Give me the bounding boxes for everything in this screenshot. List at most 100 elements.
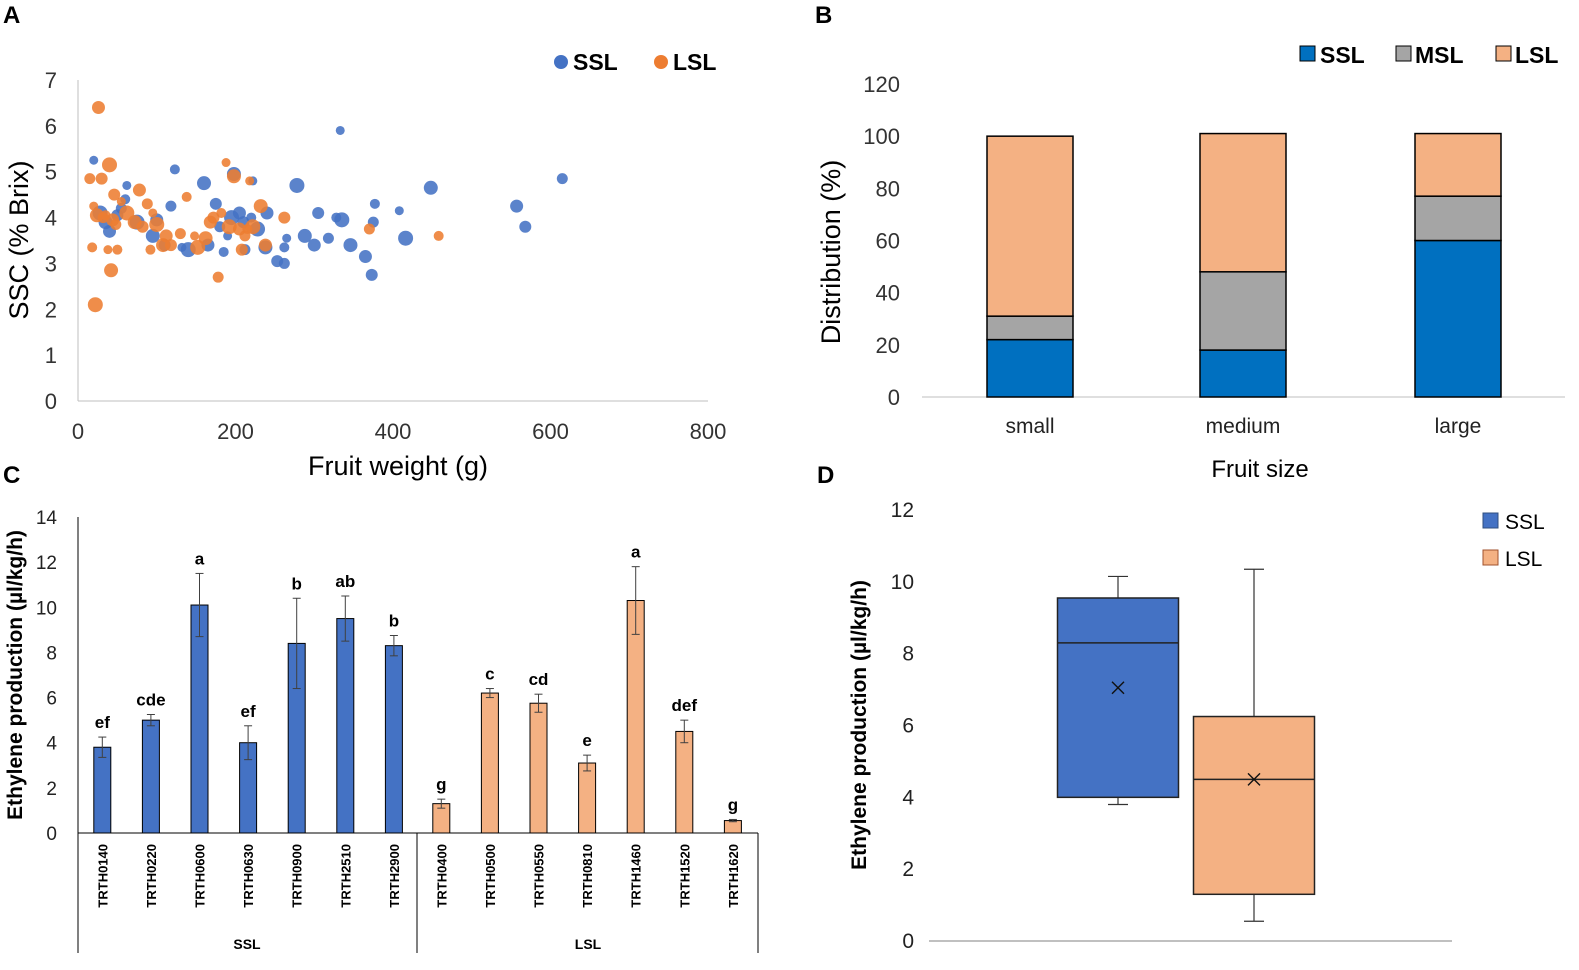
b-bar-medium-ssl bbox=[1199, 349, 1287, 398]
b-legend-msl-swatch bbox=[1395, 45, 1412, 62]
c-y-tick-label: 6 bbox=[46, 689, 57, 710]
a-point-lsl bbox=[91, 101, 105, 115]
a-point-ssl bbox=[145, 228, 160, 243]
a-point-lsl bbox=[363, 223, 375, 235]
c-y-ticks: 0 2 4 6 8 10 12 14 bbox=[36, 508, 58, 845]
c-sig-letter: b bbox=[292, 574, 302, 593]
d-mean-marker-ssl bbox=[1111, 681, 1125, 695]
a-point-lsl bbox=[103, 245, 113, 255]
c-bar-trth1460 bbox=[626, 600, 645, 834]
panel-b: 0 20 40 60 80 100 120 small medium large Fruit s… bbox=[816, 42, 1565, 483]
c-sig-letter: b bbox=[389, 612, 399, 631]
a-x-tick-label: 400 bbox=[375, 419, 412, 444]
a-point-lsl bbox=[149, 216, 165, 232]
a-legend-ssl-label: SSL bbox=[573, 49, 618, 75]
a-x-tick-label: 600 bbox=[532, 419, 569, 444]
b-bars bbox=[986, 132, 1502, 398]
a-point-ssl bbox=[394, 206, 404, 216]
b-bar-medium-lsl bbox=[1199, 132, 1287, 273]
a-point-ssl bbox=[322, 232, 334, 244]
a-point-ssl bbox=[279, 242, 290, 253]
c-bar-trth2900 bbox=[384, 645, 403, 834]
c-x-tick-label: TRTH1620 bbox=[726, 844, 741, 908]
c-y-tick-label: 8 bbox=[46, 643, 57, 664]
c-sig-letter: a bbox=[631, 543, 641, 562]
a-point-lsl bbox=[258, 238, 272, 252]
a-point-ssl bbox=[423, 180, 438, 195]
a-point-lsl bbox=[159, 229, 173, 243]
c-x-tick-label: TRTH0140 bbox=[95, 844, 110, 908]
c-x-tick-label: TRTH0400 bbox=[434, 844, 449, 908]
b-y-tick-label: 40 bbox=[876, 281, 900, 306]
a-point-lsl bbox=[112, 244, 123, 255]
panel-letter-a: A bbox=[3, 2, 20, 29]
a-point-lsl bbox=[164, 239, 177, 252]
a-point-ssl bbox=[282, 233, 292, 243]
a-point-lsl bbox=[102, 157, 117, 173]
b-legend-msl-label: MSL bbox=[1415, 42, 1464, 68]
a-y-ticks: 0 1 2 3 4 5 6 7 bbox=[45, 68, 57, 414]
b-legend-ssl-swatch bbox=[1299, 45, 1316, 62]
a-legend: SSL LSL bbox=[554, 49, 716, 75]
b-x-axis-label: Fruit size bbox=[1211, 456, 1308, 483]
d-box-lsl bbox=[1192, 715, 1316, 896]
b-legend-lsl-swatch bbox=[1495, 45, 1512, 62]
a-x-axis-label: Fruit weight (g) bbox=[308, 451, 488, 481]
a-point-ssl bbox=[165, 200, 177, 212]
b-y-tick-label: 80 bbox=[876, 176, 900, 201]
c-sig-letter: def bbox=[672, 696, 698, 715]
a-point-lsl bbox=[108, 188, 121, 201]
c-sig-letter: g bbox=[728, 795, 738, 814]
a-point-lsl bbox=[245, 219, 261, 235]
d-y-tick-label: 0 bbox=[902, 930, 914, 953]
b-x-tick-label: medium bbox=[1206, 415, 1281, 438]
a-point-lsl bbox=[226, 169, 241, 184]
b-legend-lsl-label: LSL bbox=[1515, 42, 1558, 68]
a-point-lsl bbox=[148, 208, 158, 218]
c-x-tick-label: TRTH2900 bbox=[387, 844, 402, 908]
d-y-tick-label: 6 bbox=[902, 715, 914, 738]
a-point-ssl bbox=[278, 257, 290, 269]
a-point-ssl bbox=[365, 268, 378, 281]
d-legend: SSL LSL bbox=[1482, 511, 1545, 571]
c-x-tick-label: TRTH0550 bbox=[532, 844, 547, 908]
a-point-lsl bbox=[207, 211, 220, 224]
b-bar-small-msl bbox=[986, 315, 1074, 341]
b-y-tick-label: 100 bbox=[863, 124, 900, 149]
d-y-tick-label: 8 bbox=[902, 643, 914, 666]
d-mean-marker-lsl bbox=[1247, 772, 1261, 786]
a-legend-lsl-marker bbox=[654, 55, 668, 69]
a-x-tick-label: 800 bbox=[690, 419, 727, 444]
d-legend-ssl-swatch bbox=[1482, 512, 1499, 529]
b-y-tick-label: 20 bbox=[876, 333, 900, 358]
c-x-tick-label: TRTH0500 bbox=[483, 844, 498, 908]
c-x-tick-label: TRTH0600 bbox=[193, 844, 208, 908]
a-point-lsl bbox=[141, 198, 153, 210]
a-point-lsl bbox=[145, 244, 156, 255]
b-x-tick-label: large bbox=[1435, 415, 1482, 438]
c-bar-trth0140 bbox=[93, 746, 112, 834]
c-y-tick-label: 2 bbox=[46, 779, 57, 800]
a-point-lsl bbox=[104, 263, 119, 278]
c-y-axis-label: Ethylene production (µl/kg/h) bbox=[4, 530, 27, 820]
a-point-ssl bbox=[122, 180, 132, 190]
a-point-lsl bbox=[132, 183, 146, 197]
c-bar-trth0500 bbox=[480, 692, 499, 834]
c-x-tick-label: TRTH1520 bbox=[677, 844, 692, 908]
a-point-lsl bbox=[136, 220, 149, 233]
c-x-tick-label: TRTH0810 bbox=[580, 844, 595, 908]
c-sig-letter: ef bbox=[241, 702, 256, 721]
a-point-lsl bbox=[278, 211, 291, 224]
a-point-lsl bbox=[116, 197, 126, 207]
c-group-label-lsl: LSL bbox=[575, 936, 602, 952]
c-x-tick-label: TRTH0220 bbox=[144, 844, 159, 908]
a-point-ssl bbox=[197, 176, 211, 191]
b-y-tick-label: 0 bbox=[888, 385, 900, 410]
a-x-tick-label: 200 bbox=[217, 419, 254, 444]
c-bar-trth2510 bbox=[336, 618, 355, 834]
d-y-tick-label: 4 bbox=[902, 786, 914, 809]
d-legend-lsl-label: LSL bbox=[1505, 548, 1542, 571]
